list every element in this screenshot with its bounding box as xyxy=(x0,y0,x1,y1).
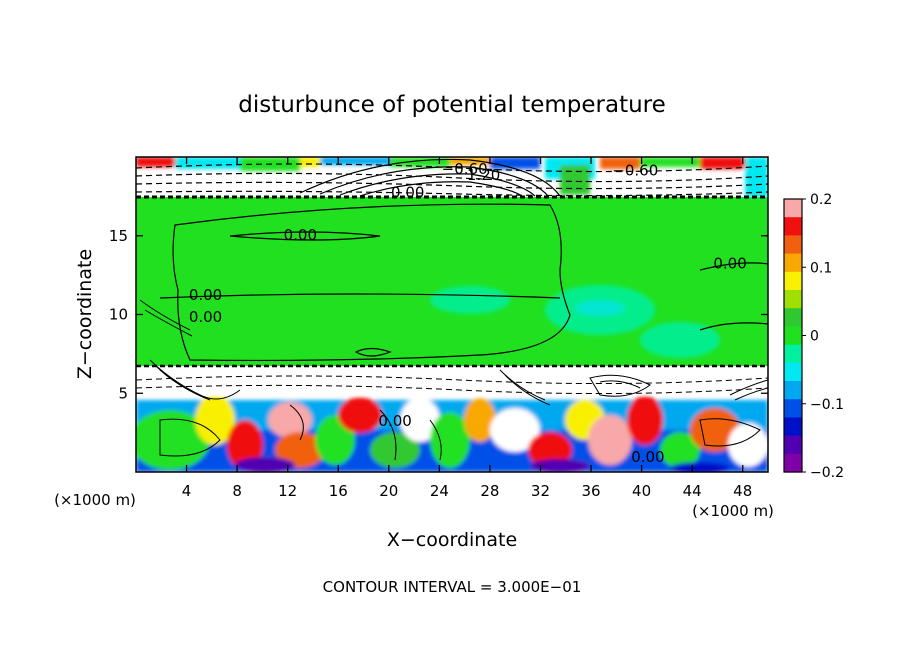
lower-band-patches xyxy=(136,395,768,472)
colorbar-swatch xyxy=(784,381,802,400)
contour-labels: −0.601.20 −0.600.000.000.000.000.000.000.… xyxy=(189,160,747,466)
contour-label: 0.00 xyxy=(284,226,317,244)
contours-upper xyxy=(136,158,768,199)
contour-label: −0.60 xyxy=(442,160,488,178)
y-axis-label: Z−coordinate xyxy=(74,249,96,379)
x-tick-label: 16 xyxy=(329,482,348,500)
x-tick-label: 20 xyxy=(379,482,398,500)
colorbar: 0.2 0.1 0 −0.1 −0.2 xyxy=(783,192,844,481)
x-tick-label: 8 xyxy=(232,482,242,500)
contours-mid xyxy=(159,203,768,362)
colorbar-swatch xyxy=(784,217,802,236)
field-boundary-white xyxy=(136,370,768,396)
contour-label: 1.20 xyxy=(467,166,500,184)
colorbar-tick-label: −0.1 xyxy=(810,397,844,413)
colorbar-swatch xyxy=(784,362,802,382)
y-tick-label: 10 xyxy=(109,306,128,324)
x-tick-label: 4 xyxy=(182,482,192,500)
colorbar-tick-label: 0.1 xyxy=(810,260,832,276)
mid-cyan-region xyxy=(430,285,720,358)
contour-interval-text: CONTOUR INTERVAL = 3.000E−01 xyxy=(323,578,582,596)
contour-label: 0.00 xyxy=(631,448,664,466)
x-axis-label: X−coordinate xyxy=(387,529,517,551)
x-axis: 4 8 12 16 20 24 28 32 36 40 44 48 xyxy=(182,157,752,500)
contour-label: 0.00 xyxy=(189,286,222,304)
contour-label: 0.00 xyxy=(189,308,222,326)
chart-title: disturbunce of potential temperature xyxy=(238,92,666,118)
x-tick-label: 44 xyxy=(683,482,702,500)
x-tick-label: 28 xyxy=(480,482,499,500)
colorbar-swatch xyxy=(784,271,802,291)
colorbar-swatch xyxy=(784,199,802,218)
contour-label: 0.00 xyxy=(391,183,424,201)
x-tick-label: 24 xyxy=(430,482,449,500)
colorbar-swatch xyxy=(784,253,802,273)
colorbar-swatch xyxy=(784,417,802,437)
colorbar-tick-label: 0.2 xyxy=(810,192,832,208)
colorbar-swatch xyxy=(784,344,802,364)
x-unit-left: (×1000 m) xyxy=(54,491,136,509)
colorbar-tick-label: 0 xyxy=(810,329,819,345)
contour-label: 0.00 xyxy=(378,412,411,430)
contour-label: −0.60 xyxy=(612,161,658,179)
x-tick-label: 48 xyxy=(733,482,752,500)
x-tick-label: 12 xyxy=(278,482,297,500)
colorbar-swatch xyxy=(784,235,802,255)
y-tick-label: 5 xyxy=(118,384,128,402)
plot-area xyxy=(136,157,768,472)
contours-lower xyxy=(136,299,768,461)
colorbar-swatch xyxy=(784,453,802,473)
x-tick-label: 36 xyxy=(581,482,600,500)
x-tick-label: 40 xyxy=(632,482,651,500)
colorbar-swatch xyxy=(784,435,802,455)
y-tick-label: 15 xyxy=(109,227,128,245)
colorbar-tick-label: −0.2 xyxy=(810,465,844,481)
x-tick-label: 32 xyxy=(531,482,550,500)
contour-label: 0.00 xyxy=(713,254,746,272)
colorbar-swatch xyxy=(784,290,802,309)
colorbar-swatch xyxy=(784,326,802,346)
colorbar-swatch xyxy=(784,399,802,418)
x-unit-right: (×1000 m) xyxy=(692,502,774,520)
colorbar-swatch xyxy=(784,308,802,327)
y-axis: 5 10 15 xyxy=(109,227,768,402)
